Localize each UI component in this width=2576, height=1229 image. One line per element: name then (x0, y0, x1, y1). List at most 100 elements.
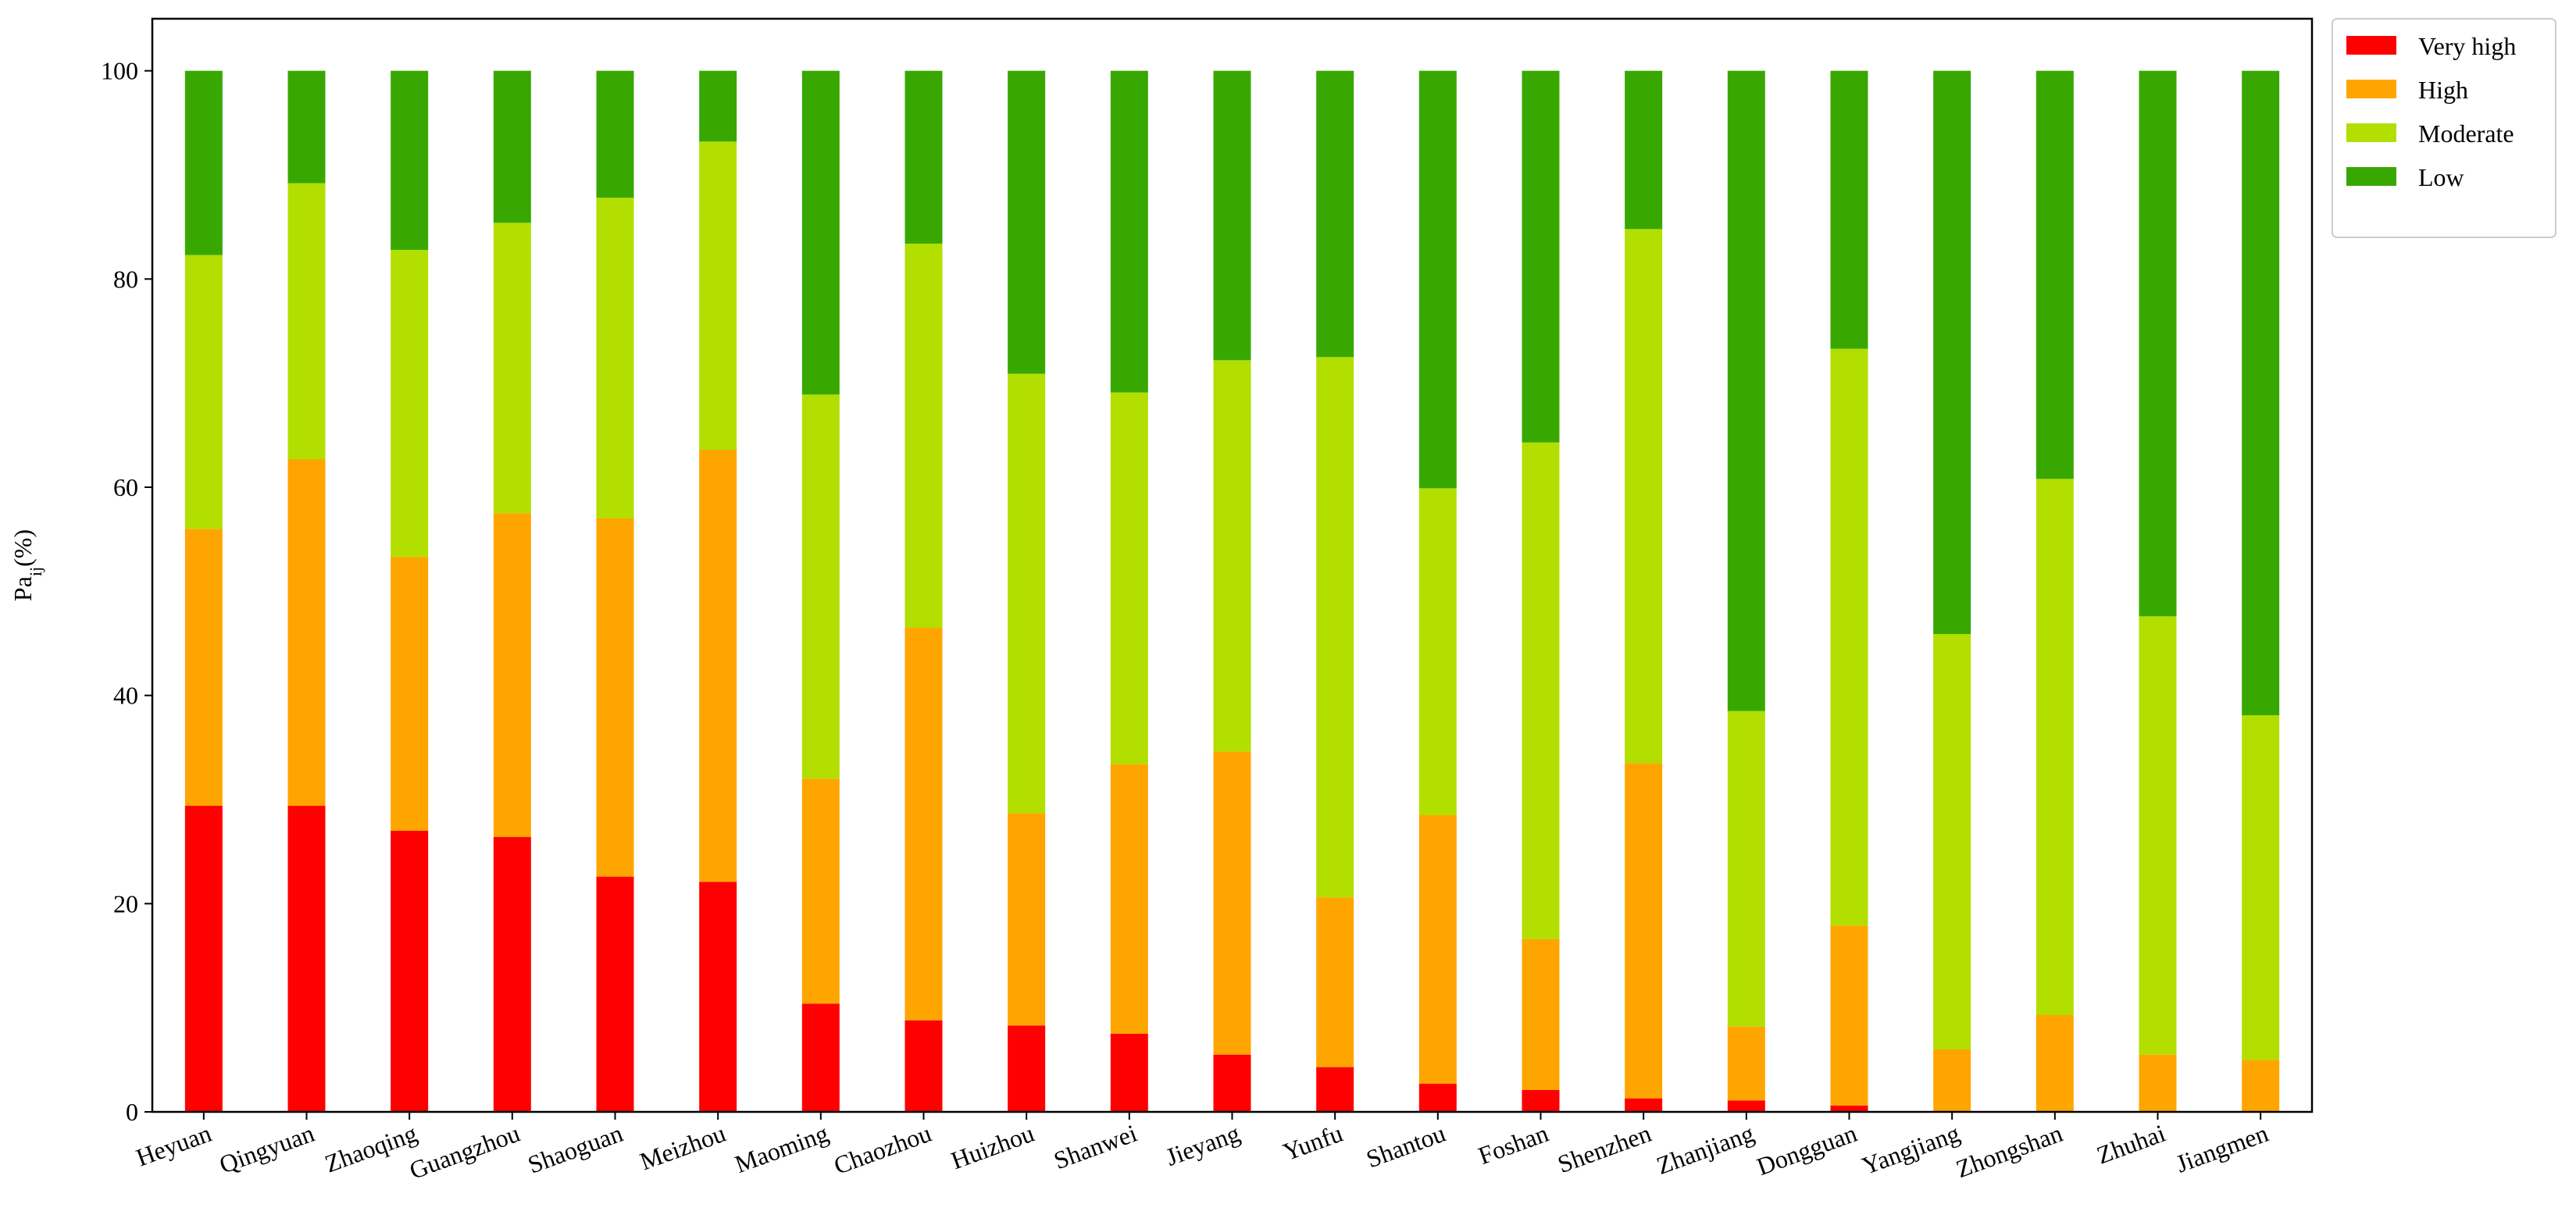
bar-segment-moderate-yunfu (1316, 357, 1354, 898)
bar-segment-very-high-maoming (801, 1003, 840, 1112)
legend-label-very-high: Very high (2418, 32, 2516, 60)
plot-area (184, 70, 2280, 1112)
y-tick-label-60: 60 (113, 473, 138, 501)
bar-segment-very-high-shaoguan (596, 876, 634, 1112)
x-tick-label-dongguan: Dongguan (1753, 1119, 1861, 1181)
y-tick-label-80: 80 (113, 265, 138, 293)
legend-swatch-moderate (2346, 123, 2396, 142)
legend-swatch-high (2346, 80, 2396, 98)
y-axis-label-subscript: ij (26, 567, 45, 576)
bar-segment-low-foshan (1522, 70, 1560, 443)
bar-segment-very-high-shanwei (1110, 1034, 1148, 1112)
bar-segment-moderate-yangjiang (1933, 634, 1971, 1049)
x-tick-label-zhanjiang: Zhanjiang (1653, 1119, 1757, 1180)
bar-segment-low-zhanjiang (1727, 70, 1765, 711)
legend-label-low: Low (2418, 163, 2464, 191)
bar-segment-moderate-shenzhen (1625, 229, 1663, 764)
bar-segment-very-high-huizhou (1008, 1025, 1046, 1112)
x-tick-label-meizhou: Meizhou (636, 1119, 729, 1176)
bar-segment-very-high-shenzhen (1625, 1098, 1663, 1112)
bar-segment-very-high-zhanjiang (1727, 1100, 1765, 1112)
x-tick-label-zhuhai: Zhuhai (2093, 1119, 2169, 1170)
bar-segment-very-high-shantou (1418, 1084, 1457, 1112)
bar-segment-very-high-dongguan (1830, 1106, 1868, 1112)
x-tick-label-zhaoqing: Zhaoqing (321, 1119, 421, 1178)
bar-segment-moderate-zhuhai (2139, 616, 2177, 1055)
bar-segment-moderate-heyuan (184, 255, 223, 529)
bar-segment-low-heyuan (184, 70, 223, 255)
bar-segment-high-huizhou (1008, 813, 1046, 1026)
bar-segment-moderate-zhaoqing (391, 250, 429, 558)
bar-segment-low-dongguan (1830, 70, 1868, 349)
x-tick-label-chaozhou: Chaozhou (830, 1119, 935, 1180)
x-tick-label-shenzhen: Shenzhen (1554, 1119, 1654, 1178)
y-axis-label-main: Pa (9, 576, 37, 601)
bar-segment-moderate-foshan (1522, 442, 1560, 939)
bar-segment-low-guangzhou (493, 70, 531, 223)
bar-segment-very-high-foshan (1522, 1090, 1560, 1112)
bar-segment-moderate-jiangmen (2242, 715, 2280, 1060)
bar-segment-low-shanwei (1110, 70, 1148, 393)
bar-segment-very-high-jieyang (1213, 1054, 1251, 1112)
y-tick-label-20: 20 (113, 889, 138, 917)
bar-segment-high-chaozhou (904, 628, 943, 1021)
bar-segment-high-shenzhen (1625, 763, 1663, 1099)
x-tick-label-heyuan: Heyuan (132, 1119, 215, 1172)
bar-segment-low-zhaoqing (391, 70, 429, 251)
bar-segment-low-chaozhou (904, 70, 943, 244)
bar-segment-low-yunfu (1316, 70, 1354, 358)
bar-segment-high-yunfu (1316, 897, 1354, 1067)
bar-segment-moderate-qingyuan (287, 183, 326, 459)
bar-segment-low-jieyang (1213, 70, 1251, 361)
bar-segment-high-zhaoqing (391, 557, 429, 831)
bar-segment-high-maoming (801, 778, 840, 1004)
bar-segment-moderate-dongguan (1830, 348, 1868, 926)
x-tick-label-jieyang: Jieyang (1162, 1119, 1243, 1171)
y-tick-label-0: 0 (126, 1098, 138, 1126)
legend-label-moderate: Moderate (2418, 119, 2514, 148)
x-tick-label-shaoguan: Shaoguan (524, 1119, 626, 1179)
legend-swatch-low (2346, 167, 2396, 186)
bar-segment-high-qingyuan (287, 459, 326, 806)
bar-segment-moderate-guangzhou (493, 223, 531, 514)
bar-segment-high-jieyang (1213, 751, 1251, 1055)
bar-segment-high-jiangmen (2242, 1060, 2280, 1112)
bar-segment-very-high-yunfu (1316, 1067, 1354, 1112)
bar-segment-very-high-guangzhou (493, 837, 531, 1112)
y-axis-label: Paij(%) (9, 529, 45, 601)
bar-segment-high-dongguan (1830, 925, 1868, 1106)
x-tick-label-shantou: Shantou (1362, 1119, 1449, 1174)
bar-segment-low-meizhou (699, 70, 737, 142)
bar-segment-low-huizhou (1008, 70, 1046, 374)
bar-segment-moderate-maoming (801, 394, 840, 779)
y-axis-label-unit: (%) (9, 529, 37, 567)
bar-segment-high-zhanjiang (1727, 1026, 1765, 1101)
bar-segment-moderate-zhongshan (2035, 479, 2074, 1015)
x-tick-label-foshan: Foshan (1475, 1119, 1552, 1170)
bar-segment-high-zhuhai (2139, 1054, 2177, 1112)
bar-segment-low-shaoguan (596, 70, 634, 198)
y-axis: 0 20 40 60 80 100 (101, 57, 152, 1126)
x-tick-label-yunfu: Yunfu (1279, 1119, 1347, 1167)
bar-segment-high-heyuan (184, 529, 223, 806)
legend: Very high High Moderate Low (2332, 18, 2556, 238)
bar-segment-low-zhuhai (2139, 70, 2177, 617)
bar-segment-moderate-shantou (1418, 488, 1457, 815)
x-tick-label-guangzhou: Guangzhou (405, 1119, 523, 1184)
bar-segment-very-high-qingyuan (287, 806, 326, 1112)
bar-segment-moderate-meizhou (699, 141, 737, 451)
bar-segment-low-qingyuan (287, 70, 326, 183)
bar-segment-moderate-shanwei (1110, 392, 1148, 764)
bar-segment-low-shenzhen (1625, 70, 1663, 230)
bar-segment-moderate-zhanjiang (1727, 711, 1765, 1027)
bar-segment-low-maoming (801, 70, 840, 395)
x-tick-label-yangjiang: Yangjiang (1858, 1119, 1964, 1180)
bar-segment-very-high-chaozhou (904, 1020, 943, 1112)
x-tick-label-jiangmen: Jiangmen (2172, 1119, 2272, 1178)
y-tick-label-100: 100 (101, 57, 138, 85)
legend-label-high: High (2418, 76, 2468, 104)
x-tick-label-zhongshan: Zhongshan (1952, 1119, 2066, 1183)
bar-segment-low-jiangmen (2242, 70, 2280, 715)
bar-segment-low-yangjiang (1933, 70, 1971, 634)
